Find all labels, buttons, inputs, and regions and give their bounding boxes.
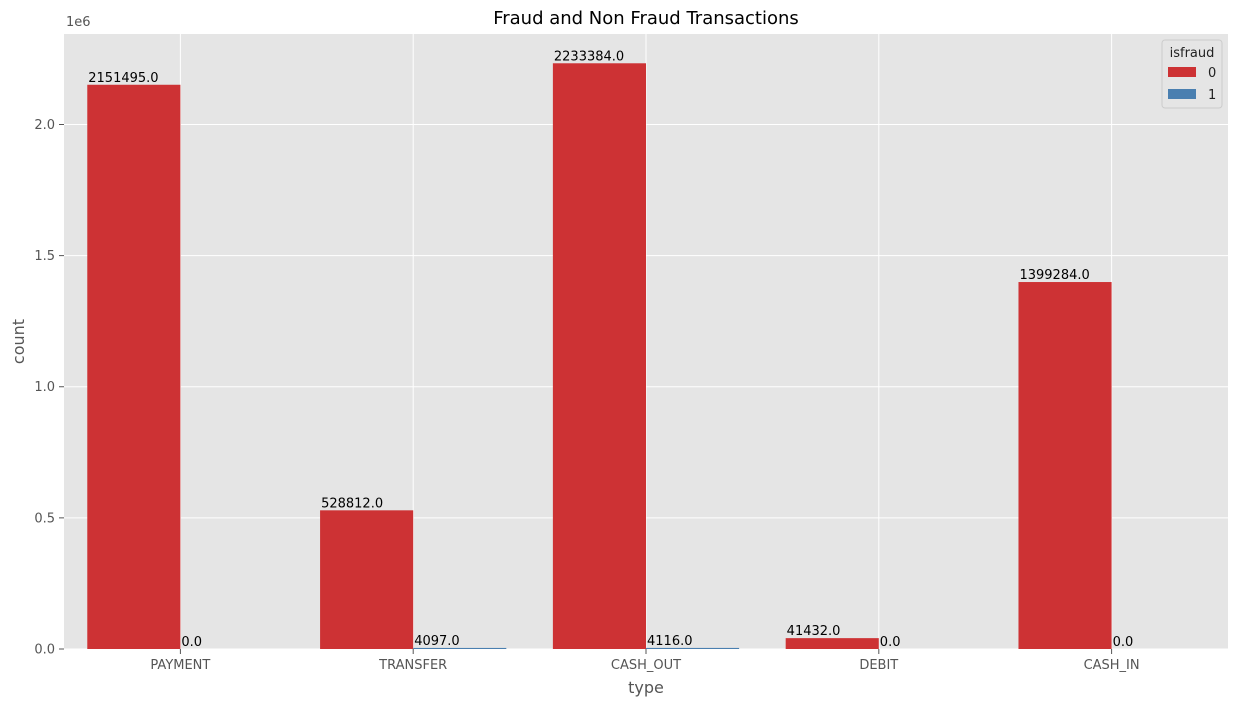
y-tick-label: 1.0 [34,380,55,395]
bar-value-label: 1399284.0 [1019,268,1089,283]
legend-title: isfraud [1170,46,1215,61]
legend-entry-label: 1 [1208,88,1216,103]
y-axis-offset-text: 1e6 [66,15,91,30]
bar-value-label: 0.0 [181,635,202,650]
bar [320,510,414,649]
bar-value-label: 41432.0 [787,624,841,639]
x-tick-label: PAYMENT [150,658,210,673]
x-tick-label: CASH_OUT [611,658,681,673]
bar-value-label: 2151495.0 [88,71,158,86]
bar-value-label: 0.0 [880,635,901,650]
bar [646,647,740,649]
bar-value-label: 528812.0 [321,496,383,511]
y-tick-label: 1.5 [34,249,55,264]
bar [785,638,879,649]
x-axis-ticks: PAYMENT TRANSFER CASH_OUT DEBIT CASH_IN [150,649,1140,673]
x-axis-label: type [628,678,664,697]
x-tick-label: TRANSFER [378,658,447,673]
bar-value-label: 2233384.0 [554,49,624,64]
bar-value-label: 4116.0 [647,634,693,649]
chart-title: Fraud and Non Fraud Transactions [493,8,799,29]
bar-value-label: 0.0 [1113,635,1134,650]
legend-items: 01 [1168,66,1216,103]
bar [413,647,507,649]
bar-value-label: 4097.0 [414,634,460,649]
y-axis-label: count [9,319,28,364]
legend-swatch [1168,67,1196,77]
y-tick-label: 0.5 [34,511,55,526]
bar-labels: 2151495.0 0.0 528812.0 4097.0 2233384.0 4116.… [88,49,1133,650]
bar [87,84,181,649]
y-tick-label: 2.0 [34,118,55,133]
legend-swatch [1168,89,1196,99]
legend-entry-label: 0 [1208,66,1216,81]
legend: isfraud 01 [1161,39,1223,109]
x-tick-label: CASH_IN [1084,658,1140,673]
bar [552,63,646,650]
bars [87,63,1112,650]
x-tick-label: DEBIT [859,658,898,673]
y-axis-ticks: 0.0 0.5 1.0 1.5 2.0 [34,118,64,658]
bar [1018,282,1112,649]
y-tick-label: 0.0 [34,643,55,658]
